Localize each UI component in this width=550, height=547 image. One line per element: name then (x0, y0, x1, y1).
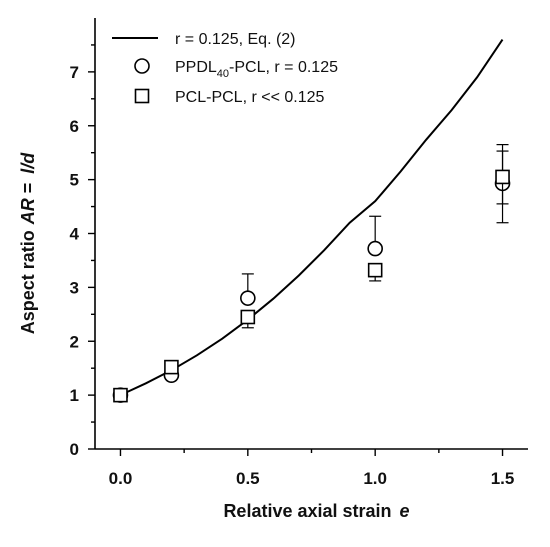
data-point-square (240, 309, 256, 325)
x-tick-label: 1.0 (363, 469, 387, 488)
tick-labels: 0.0 0.5 1.0 1.5 0 1 2 3 4 5 6 7 (70, 63, 515, 488)
y-tick-label: 4 (70, 225, 80, 244)
y-tick-label: 6 (70, 117, 79, 136)
legend-label-line: r = 0.125, Eq. (2) (175, 31, 296, 48)
legend-label-circle: PPDL40-PCL, r = 0.125 (175, 59, 338, 80)
data-point-circle (240, 290, 256, 306)
y-axis-equals: = (18, 178, 38, 199)
data-point-square (113, 387, 128, 403)
y-tick-label: 5 (70, 171, 79, 190)
data-point-square (495, 169, 510, 185)
y-axis-ratio: l/d (18, 152, 38, 174)
data-point-square (164, 359, 179, 375)
plot-area (112, 39, 511, 403)
legend-label-circle-main: PPDL (175, 59, 217, 76)
series-line (120, 39, 504, 397)
y-tick-label: 3 (70, 278, 79, 297)
legend-circle-symbol (134, 58, 150, 74)
y-axis-title-text: Aspect ratio (18, 230, 38, 334)
y-axis-symbol: AR (18, 198, 38, 225)
legend-square-symbol (134, 88, 150, 104)
legend-label-circle-sub: 40 (217, 68, 229, 80)
data-point-square (367, 262, 383, 278)
y-tick-label: 1 (70, 386, 79, 405)
x-tick-label: 0.5 (236, 469, 260, 488)
x-axis-title: Relative axial strain e (223, 501, 409, 521)
x-tick-label: 0.0 (109, 469, 133, 488)
x-tick-label: 1.5 (491, 469, 515, 488)
y-tick-label: 0 (70, 440, 79, 459)
y-tick-label: 2 (70, 332, 79, 351)
x-axis-title-text: Relative axial strain (223, 501, 391, 521)
y-tick-label: 7 (70, 63, 79, 82)
data-point-circle (367, 240, 383, 257)
legend-label-circle-rest: -PCL, r = 0.125 (229, 59, 338, 76)
legend-label-square: PCL-PCL, r << 0.125 (175, 89, 325, 106)
x-axis-symbol: e (400, 501, 410, 521)
ticks (88, 44, 504, 456)
axes (94, 18, 528, 450)
y-axis-title: Aspect ratio AR = l/d (18, 152, 38, 335)
legend: r = 0.125, Eq. (2)PPDL40-PCL, r = 0.125P… (112, 31, 338, 106)
